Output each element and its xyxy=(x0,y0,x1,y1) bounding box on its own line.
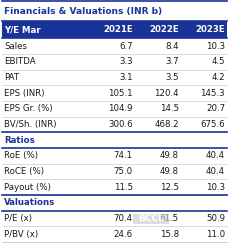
Text: 675.6: 675.6 xyxy=(200,120,225,129)
Text: 15.8: 15.8 xyxy=(160,230,179,239)
Bar xyxy=(2,132,227,148)
Text: 4.2: 4.2 xyxy=(211,73,225,82)
Text: 10.3: 10.3 xyxy=(206,42,225,51)
Text: PAT: PAT xyxy=(4,73,19,82)
Text: 74.1: 74.1 xyxy=(114,151,133,160)
Text: 24.6: 24.6 xyxy=(114,230,133,239)
Text: 49.8: 49.8 xyxy=(160,167,179,176)
Text: 145.3: 145.3 xyxy=(200,89,225,98)
Text: EBITDA: EBITDA xyxy=(4,57,36,66)
Text: 40.4: 40.4 xyxy=(206,151,225,160)
Text: 70.4: 70.4 xyxy=(114,214,133,223)
Text: P/BV (x): P/BV (x) xyxy=(4,230,38,239)
Bar xyxy=(2,226,227,242)
Bar xyxy=(2,179,227,195)
Bar xyxy=(2,117,227,132)
Bar xyxy=(2,164,227,179)
Bar xyxy=(2,195,227,211)
Bar xyxy=(2,21,227,38)
Text: 8.4: 8.4 xyxy=(165,42,179,51)
Text: EPS Gr. (%): EPS Gr. (%) xyxy=(4,104,53,113)
Text: 120.4: 120.4 xyxy=(154,89,179,98)
Text: 3.7: 3.7 xyxy=(165,57,179,66)
Text: Payout (%): Payout (%) xyxy=(4,183,51,192)
Text: Valuations: Valuations xyxy=(4,198,55,207)
Text: 468.2: 468.2 xyxy=(154,120,179,129)
Text: BV/Sh. (INR): BV/Sh. (INR) xyxy=(4,120,57,129)
Bar xyxy=(2,101,227,117)
Text: P/E (x): P/E (x) xyxy=(4,214,32,223)
Text: 20.7: 20.7 xyxy=(206,104,225,113)
Text: RoE (%): RoE (%) xyxy=(4,151,38,160)
Bar xyxy=(2,211,227,226)
Text: 12.5: 12.5 xyxy=(160,183,179,192)
Bar xyxy=(133,214,169,224)
Text: 49.8: 49.8 xyxy=(160,151,179,160)
Bar xyxy=(2,1,227,21)
Text: Sales: Sales xyxy=(4,42,27,51)
Bar xyxy=(2,148,227,164)
Text: 2022E: 2022E xyxy=(149,26,179,35)
Text: 2023E: 2023E xyxy=(195,26,225,35)
Text: Y/E Mar: Y/E Mar xyxy=(4,26,41,35)
Bar xyxy=(2,85,227,101)
Text: 50.9: 50.9 xyxy=(206,214,225,223)
Text: RoCE (%): RoCE (%) xyxy=(4,167,44,176)
Text: Financials & Valuations (INR b): Financials & Valuations (INR b) xyxy=(4,7,162,16)
Text: BCCL: BCCL xyxy=(138,214,164,223)
Text: 75.0: 75.0 xyxy=(114,167,133,176)
Text: 3.1: 3.1 xyxy=(119,73,133,82)
Text: 6.7: 6.7 xyxy=(119,42,133,51)
Text: 3.3: 3.3 xyxy=(119,57,133,66)
Bar xyxy=(2,70,227,85)
Bar xyxy=(2,38,227,54)
Text: 11.5: 11.5 xyxy=(114,183,133,192)
Text: 104.9: 104.9 xyxy=(108,104,133,113)
Text: 61.5: 61.5 xyxy=(160,214,179,223)
Text: 10.3: 10.3 xyxy=(206,183,225,192)
Text: EPS (INR): EPS (INR) xyxy=(4,89,44,98)
Text: 11.0: 11.0 xyxy=(206,230,225,239)
Text: 2021E: 2021E xyxy=(103,26,133,35)
Text: 40.4: 40.4 xyxy=(206,167,225,176)
Text: Ratios: Ratios xyxy=(4,136,35,145)
Text: 4.5: 4.5 xyxy=(211,57,225,66)
Text: 14.5: 14.5 xyxy=(160,104,179,113)
Bar xyxy=(2,54,227,70)
Text: 300.6: 300.6 xyxy=(108,120,133,129)
Text: 3.5: 3.5 xyxy=(165,73,179,82)
Text: 105.1: 105.1 xyxy=(108,89,133,98)
